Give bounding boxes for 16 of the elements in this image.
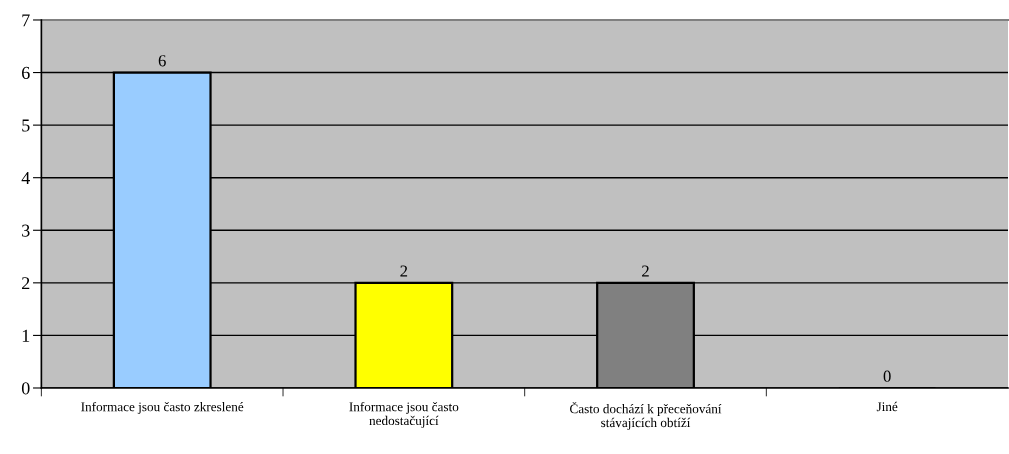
y-tick-label: 6 [22, 66, 30, 79]
data-label: 6 [158, 55, 166, 67]
data-label: 0 [883, 370, 891, 382]
y-tick-label: 2 [22, 277, 30, 290]
y-tick-label: 4 [21, 172, 30, 184]
y-tick-label: 5 [22, 119, 30, 132]
x-tick-label: Informace jsou často nedostačující [349, 401, 459, 428]
data-label: 2 [642, 265, 649, 277]
y-tick-label: 0 [21, 382, 30, 395]
x-tick-label: Jiné [876, 401, 898, 412]
data-label: 2 [400, 265, 408, 277]
y-tick-label: 1 [22, 329, 30, 342]
x-tick-label: Informace jsou často zkreslené [81, 401, 244, 414]
y-tick-label: 3 [22, 224, 30, 237]
x-tick-label: Často dochází k přeceňování stávajících obtíží [570, 401, 722, 430]
y-tick-label: 7 [22, 14, 30, 27]
